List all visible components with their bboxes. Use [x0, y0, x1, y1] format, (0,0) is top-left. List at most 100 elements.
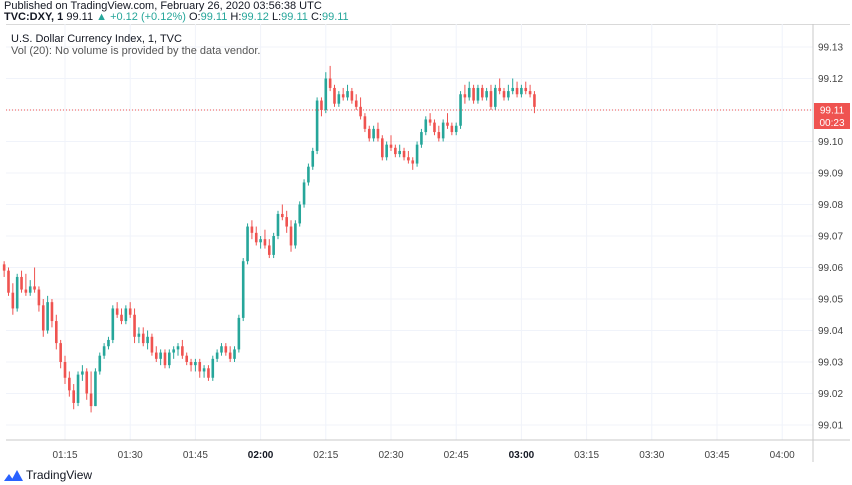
candle: [141, 327, 145, 347]
candle-body: [98, 355, 102, 372]
candle-body: [485, 91, 488, 98]
candle: [107, 336, 110, 350]
candle: [433, 119, 436, 136]
candle-body: [163, 352, 167, 366]
candle-body: [467, 87, 471, 98]
candle-body: [324, 78, 328, 110]
candle-body: [385, 144, 388, 158]
candle: [59, 339, 62, 369]
price-axis: 99.13 99.12 99.11 99.10 99.09 99.08 99.07 99.06…: [818, 43, 843, 432]
candle: [341, 87, 345, 101]
candle: [485, 87, 488, 101]
low-label: L:: [271, 11, 282, 23]
candle: [115, 302, 119, 318]
candle-body: [150, 336, 154, 353]
candle-body: [333, 87, 336, 104]
candle-body: [341, 94, 345, 98]
candle: [472, 84, 475, 104]
high-value: 99.12: [241, 11, 269, 23]
candle-body: [372, 128, 375, 139]
candle-body: [454, 125, 458, 133]
price-tick-label: 99.13: [818, 43, 843, 54]
candle-body: [46, 302, 49, 331]
candle: [441, 119, 445, 142]
candle-body: [294, 223, 297, 246]
candle-body: [346, 91, 349, 98]
footer-brand[interactable]: TradingView: [4, 468, 92, 482]
candle-body: [120, 314, 123, 322]
candle: [72, 384, 75, 410]
candle-body: [320, 100, 323, 110]
candle-body: [272, 236, 275, 255]
candle: [202, 365, 206, 378]
candle: [176, 343, 180, 356]
candle-body: [502, 91, 506, 98]
candle-body: [33, 286, 36, 290]
low-value: 99.11: [281, 11, 308, 23]
candle: [207, 365, 210, 381]
candle-body: [420, 132, 423, 145]
candle-body: [428, 119, 432, 123]
candle: [394, 144, 397, 158]
candle: [224, 343, 228, 356]
candle-body: [446, 122, 449, 126]
time-tick-label: 01:15: [52, 450, 77, 461]
candle: [124, 305, 128, 325]
candle-body: [63, 362, 67, 378]
candle: [33, 267, 36, 293]
candle: [76, 371, 80, 407]
time-tick-label: 03:15: [574, 450, 599, 461]
candle-body: [376, 128, 380, 139]
candle: [528, 84, 532, 98]
candle-body: [350, 91, 354, 101]
candle-body: [220, 346, 223, 353]
candle: [367, 125, 371, 142]
chart-legend-title: U.S. Dollar Currency Index, 1, TVC: [11, 33, 182, 45]
open-value: 99.11: [200, 11, 228, 23]
candle-series: [2, 65, 536, 413]
candle: [333, 84, 336, 107]
time-tick-label: 01:45: [183, 450, 208, 461]
time-axis: 01:15 01:30 01:45 02:00 02:15 02:30 02:45 03:00…: [52, 450, 795, 461]
candle: [159, 349, 162, 366]
candle-body: [168, 352, 171, 366]
candle-body: [507, 91, 510, 98]
candle-body: [211, 358, 215, 378]
candle: [454, 122, 458, 136]
candle: [533, 91, 536, 114]
candle-body: [315, 100, 319, 151]
candle-body: [111, 308, 115, 340]
candle: [524, 81, 528, 95]
candle: [250, 220, 254, 240]
candle: [46, 295, 49, 334]
candle: [194, 358, 197, 372]
candle-body: [498, 87, 501, 92]
price-tick-label: 99.10: [818, 137, 843, 148]
current-price-text: 99.11: [820, 106, 845, 117]
candle-body: [520, 87, 523, 95]
candle: [450, 122, 454, 136]
candle: [298, 201, 302, 227]
price-tick-label: 99.02: [818, 389, 843, 400]
candle: [467, 81, 471, 101]
candle: [376, 122, 380, 142]
candle: [237, 314, 241, 353]
candle: [494, 84, 497, 110]
candle-body: [381, 138, 384, 158]
candle: [411, 157, 415, 170]
candle-body: [207, 368, 210, 378]
candle-body: [37, 289, 41, 306]
candle-body: [124, 308, 128, 322]
candle: [289, 220, 293, 252]
candle-body: [307, 166, 310, 183]
candle: [228, 346, 232, 362]
candle: [28, 280, 32, 296]
candle: [363, 113, 367, 133]
candle: [498, 78, 501, 95]
candle: [480, 84, 484, 101]
candle-body: [302, 182, 306, 205]
candle: [428, 113, 432, 126]
candle-body: [7, 270, 10, 293]
candle: [259, 236, 262, 249]
